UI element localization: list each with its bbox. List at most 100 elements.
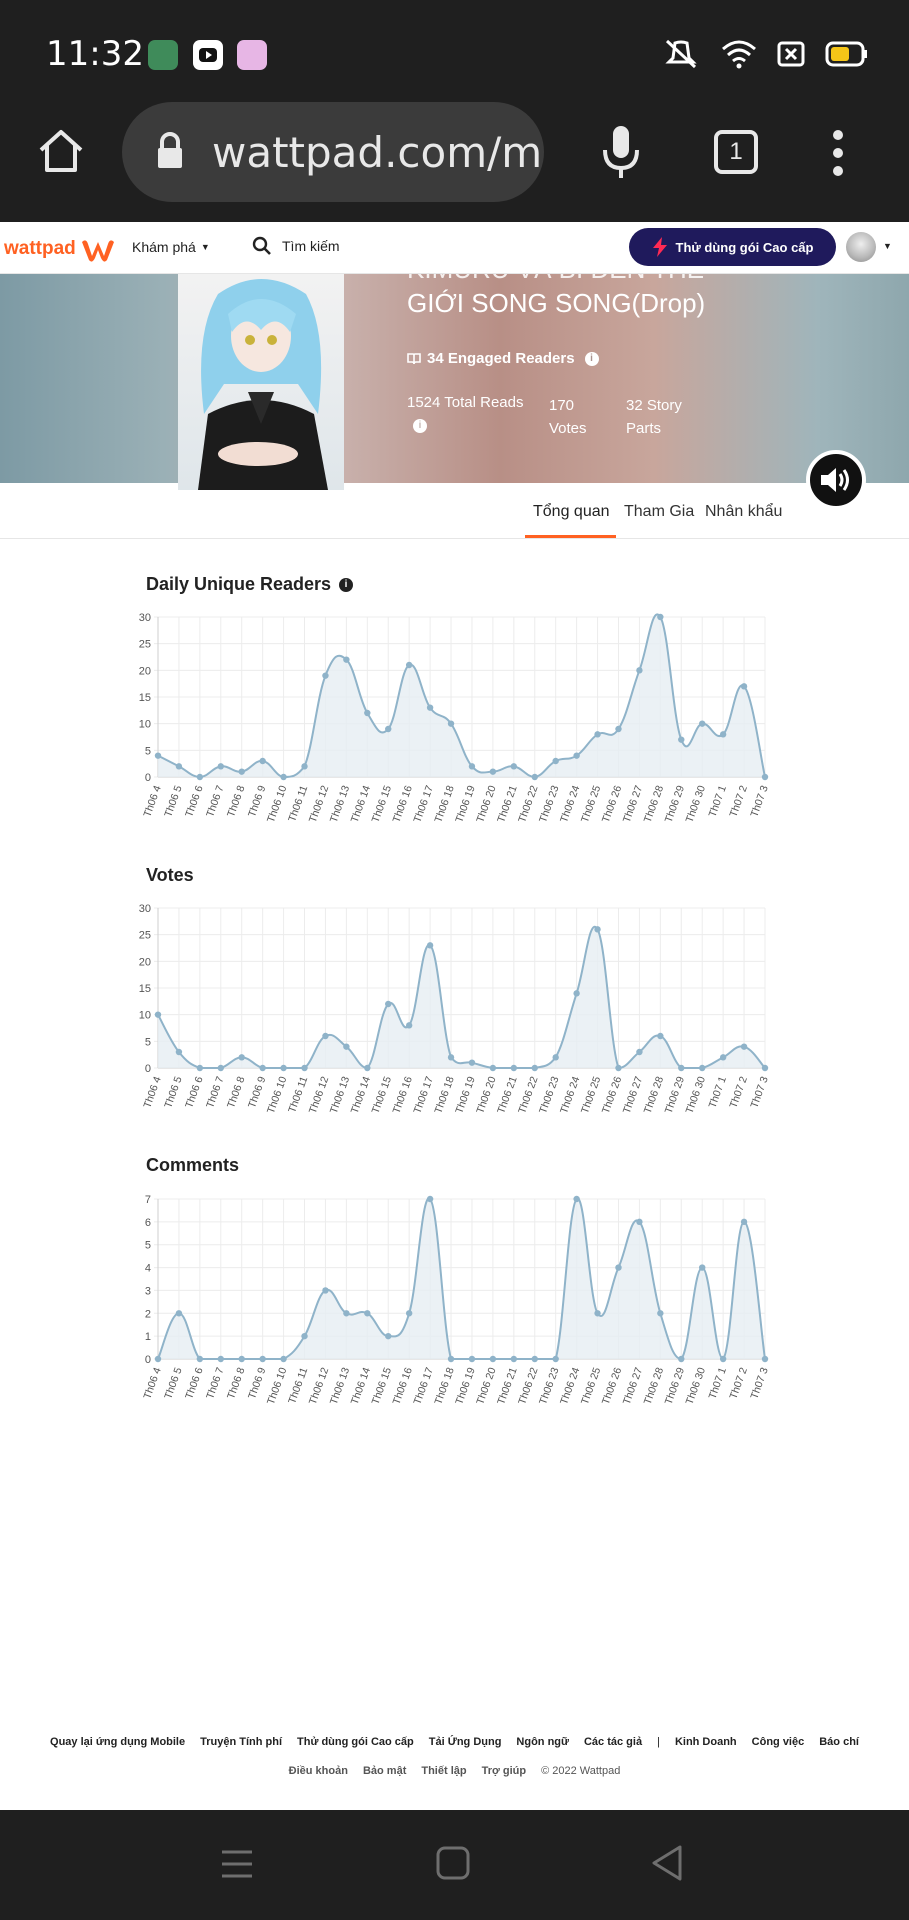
data-point[interactable] — [301, 763, 308, 770]
data-point[interactable] — [364, 709, 371, 717]
data-point[interactable] — [740, 1043, 748, 1050]
footer-link-8[interactable]: Công việc — [751, 1736, 805, 1748]
data-point[interactable] — [175, 1310, 183, 1317]
data-point[interactable] — [238, 1054, 245, 1061]
data-point[interactable] — [699, 1064, 706, 1072]
back-nav-icon[interactable] — [650, 1844, 684, 1882]
data-point[interactable] — [510, 1355, 518, 1363]
data-point[interactable] — [552, 1355, 559, 1363]
data-point[interactable] — [154, 1011, 162, 1018]
data-point[interactable] — [719, 1054, 727, 1061]
data-point[interactable] — [259, 1355, 266, 1363]
data-point[interactable] — [217, 763, 224, 770]
data-point[interactable] — [405, 1022, 413, 1029]
footer-link-secondary-3[interactable]: Trợ giúp — [481, 1765, 527, 1777]
data-point[interactable] — [196, 1355, 204, 1363]
data-point[interactable] — [468, 763, 476, 770]
data-point[interactable] — [678, 736, 685, 743]
reads-info-icon[interactable]: i — [413, 419, 427, 433]
data-point[interactable] — [280, 1064, 287, 1072]
premium-button[interactable]: Thử dùng gói Cao cấp — [629, 228, 836, 266]
data-point[interactable] — [238, 768, 245, 775]
footer-link-secondary-1[interactable]: Bảo mật — [362, 1765, 407, 1777]
data-point[interactable] — [322, 672, 329, 679]
url-bar[interactable]: wattpad.com/myworks/ — [122, 102, 544, 202]
data-point[interactable] — [761, 1064, 769, 1072]
data-point[interactable] — [468, 1059, 476, 1066]
footer-link-7[interactable]: Kinh Doanh — [674, 1736, 737, 1748]
wattpad-logo[interactable]: wattpad — [4, 236, 116, 262]
data-point[interactable] — [678, 1064, 685, 1072]
data-point[interactable] — [322, 1287, 329, 1294]
data-point[interactable] — [531, 1355, 538, 1363]
daily-readers-info-icon[interactable]: i — [339, 577, 354, 592]
data-point[interactable] — [573, 990, 580, 997]
data-point[interactable] — [615, 1064, 622, 1072]
data-point[interactable] — [636, 667, 643, 674]
data-point[interactable] — [699, 1264, 706, 1271]
data-point[interactable] — [259, 757, 266, 765]
footer-link-secondary-2[interactable]: Thiết lập — [421, 1765, 467, 1777]
data-point[interactable] — [531, 773, 538, 781]
data-point[interactable] — [426, 704, 434, 711]
data-point[interactable] — [761, 1355, 769, 1363]
tab-switcher-button[interactable]: 1 — [714, 130, 758, 174]
data-point[interactable] — [364, 1310, 371, 1317]
data-point[interactable] — [343, 656, 350, 663]
home-nav-icon[interactable] — [436, 1846, 470, 1880]
data-point[interactable] — [510, 763, 518, 770]
data-point[interactable] — [489, 768, 497, 775]
data-point[interactable] — [447, 1054, 455, 1061]
data-point[interactable] — [552, 1054, 559, 1061]
data-point[interactable] — [573, 1195, 580, 1203]
tab-engagement[interactable]: Tham Gia — [624, 503, 694, 521]
data-point[interactable] — [301, 1064, 308, 1072]
data-point[interactable] — [636, 1218, 643, 1226]
data-point[interactable] — [426, 1195, 434, 1203]
microphone-icon[interactable] — [600, 124, 642, 180]
data-point[interactable] — [489, 1355, 497, 1363]
data-point[interactable] — [531, 1064, 538, 1072]
data-point[interactable] — [699, 720, 706, 727]
data-point[interactable] — [154, 752, 162, 759]
data-point[interactable] — [468, 1355, 476, 1363]
data-point[interactable] — [301, 1332, 308, 1340]
user-avatar[interactable] — [846, 232, 876, 262]
data-point[interactable] — [238, 1355, 245, 1363]
home-icon[interactable] — [36, 126, 86, 176]
footer-link-4[interactable]: Ngôn ngữ — [516, 1736, 569, 1748]
tab-demographics[interactable]: Nhân khẩu — [705, 503, 782, 521]
data-point[interactable] — [594, 1310, 601, 1317]
data-point[interactable] — [405, 661, 413, 669]
data-point[interactable] — [405, 1310, 413, 1317]
data-point[interactable] — [552, 757, 559, 765]
data-point[interactable] — [761, 773, 769, 781]
data-point[interactable] — [280, 1355, 287, 1363]
data-point[interactable] — [175, 1048, 183, 1056]
data-point[interactable] — [217, 1064, 224, 1072]
footer-link-2[interactable]: Thử dùng gói Cao cấp — [297, 1736, 414, 1748]
data-point[interactable] — [364, 1064, 371, 1072]
data-point[interactable] — [175, 763, 183, 770]
footer-link-9[interactable]: Báo chí — [819, 1736, 859, 1748]
tab-overview[interactable]: Tổng quan — [533, 503, 610, 521]
search-field[interactable]: Tìm kiếm — [252, 236, 340, 256]
sound-toggle-button[interactable] — [806, 450, 866, 510]
data-point[interactable] — [719, 731, 727, 738]
data-point[interactable] — [615, 1264, 622, 1271]
data-point[interactable] — [217, 1355, 224, 1363]
data-point[interactable] — [615, 725, 622, 733]
explore-menu[interactable]: Khám phá ▼ — [132, 239, 210, 255]
avatar-caret-icon[interactable]: ▼ — [883, 241, 892, 251]
footer-link-5[interactable]: Các tác giả — [583, 1736, 643, 1748]
data-point[interactable] — [657, 1310, 664, 1317]
footer-link-0[interactable]: Quay lại ứng dụng Mobile — [50, 1736, 186, 1748]
footer-link-1[interactable]: Truyện Tính phí — [200, 1736, 282, 1748]
data-point[interactable] — [385, 1332, 392, 1340]
data-point[interactable] — [426, 942, 434, 949]
data-point[interactable] — [447, 1355, 455, 1363]
data-point[interactable] — [196, 773, 204, 781]
data-point[interactable] — [740, 683, 748, 690]
data-point[interactable] — [280, 773, 287, 781]
data-point[interactable] — [719, 1355, 727, 1363]
